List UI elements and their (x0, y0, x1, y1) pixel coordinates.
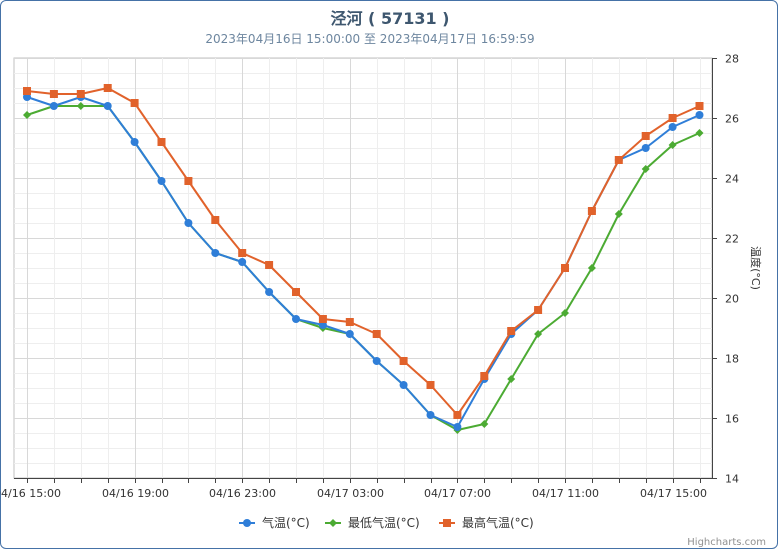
x-tick-label: 04/16 19:00 (102, 487, 169, 500)
data-point[interactable] (695, 102, 704, 110)
data-point[interactable] (399, 357, 408, 365)
x-tick-label: 04/17 15:00 (640, 487, 707, 500)
data-point[interactable] (49, 90, 58, 98)
credit-link[interactable]: Highcharts.com (687, 537, 766, 548)
data-point[interactable] (238, 258, 247, 266)
data-point[interactable] (587, 264, 596, 272)
y-tick-label: 18 (725, 353, 739, 366)
data-point[interactable] (534, 330, 543, 338)
data-point[interactable] (265, 288, 274, 296)
legend[interactable]: 气温(°C) 最低气温(°C) 最高气温(°C) (239, 515, 534, 530)
data-point[interactable] (76, 102, 85, 110)
legend-marker[interactable] (329, 519, 337, 527)
y-tick-label: 28 (725, 53, 739, 66)
data-point[interactable] (561, 264, 569, 272)
data-point[interactable] (641, 144, 650, 152)
x-tick-label: 04/17 11:00 (532, 487, 599, 500)
data-point[interactable] (184, 219, 193, 227)
data-point[interactable] (668, 123, 677, 131)
data-point[interactable] (641, 165, 650, 173)
data-point[interactable] (292, 315, 300, 323)
series-2 (23, 84, 704, 419)
data-point[interactable] (668, 141, 677, 149)
data-point[interactable] (130, 99, 139, 107)
data-point[interactable] (318, 315, 327, 323)
data-point[interactable] (238, 249, 247, 257)
data-point[interactable] (211, 216, 220, 224)
data-point[interactable] (49, 102, 58, 110)
x-tick-label: 04/16 15:00 (0, 487, 61, 500)
data-point[interactable] (157, 177, 166, 185)
data-point[interactable] (130, 138, 139, 146)
data-point[interactable] (695, 129, 704, 137)
chart-title: 泾河 ( 57131 ) (330, 9, 449, 28)
y-tick-label: 16 (725, 413, 739, 426)
data-point[interactable] (695, 111, 704, 119)
data-point[interactable] (668, 114, 677, 122)
data-point[interactable] (184, 177, 193, 185)
data-point[interactable] (345, 318, 354, 326)
data-point[interactable] (103, 84, 112, 92)
x-tick-label: 04/16 23:00 (209, 487, 276, 500)
legend-label: 最低气温(°C) (348, 515, 420, 530)
data-point[interactable] (265, 261, 274, 269)
legend-marker[interactable] (443, 519, 451, 527)
legend-item[interactable]: 气温(°C) (239, 515, 310, 530)
data-point[interactable] (507, 327, 516, 335)
data-point[interactable] (345, 330, 354, 338)
y-axis-title: 温度(°C) (749, 246, 763, 290)
data-point[interactable] (507, 375, 516, 383)
data-point[interactable] (614, 156, 623, 164)
y-tick-label: 14 (725, 473, 739, 486)
legend-label: 气温(°C) (262, 515, 310, 530)
data-point[interactable] (211, 249, 220, 257)
legend-item[interactable]: 最低气温(°C) (325, 515, 420, 530)
data-point[interactable] (614, 210, 623, 218)
y-tick-label: 22 (725, 233, 739, 246)
chart-subtitle: 2023年04月16日 15:00:00 至 2023年04月17日 16:59… (205, 32, 534, 46)
data-point[interactable] (23, 87, 31, 95)
data-point[interactable] (480, 420, 489, 428)
legend-label: 最高气温(°C) (462, 515, 534, 530)
y-tick-label: 20 (725, 293, 739, 306)
plot-area: 14 16 18 20 22 24 26 28 04/16 15:00 04/16 19:00 04… (0, 53, 739, 501)
data-point[interactable] (561, 309, 569, 317)
data-point[interactable] (292, 288, 300, 296)
y-tick-label: 26 (725, 113, 739, 126)
series-line[interactable] (26, 87, 700, 416)
x-tick-label: 04/17 07:00 (424, 487, 491, 500)
data-point[interactable] (480, 372, 489, 380)
data-point[interactable] (426, 411, 435, 419)
data-point[interactable] (372, 357, 381, 365)
data-point[interactable] (399, 381, 408, 389)
y-tick-label: 24 (725, 173, 739, 186)
legend-marker[interactable] (243, 519, 251, 527)
data-point[interactable] (76, 90, 85, 98)
data-point[interactable] (23, 111, 31, 119)
data-point[interactable] (587, 207, 596, 215)
data-point[interactable] (157, 138, 166, 146)
data-point[interactable] (534, 306, 543, 314)
data-point[interactable] (453, 411, 462, 419)
data-point[interactable] (453, 423, 462, 431)
data-point[interactable] (372, 330, 381, 338)
data-point[interactable] (426, 381, 435, 389)
data-point[interactable] (103, 102, 112, 110)
x-tick-label: 04/17 03:00 (317, 487, 384, 500)
legend-item[interactable]: 最高气温(°C) (439, 515, 534, 530)
data-point[interactable] (641, 132, 650, 140)
